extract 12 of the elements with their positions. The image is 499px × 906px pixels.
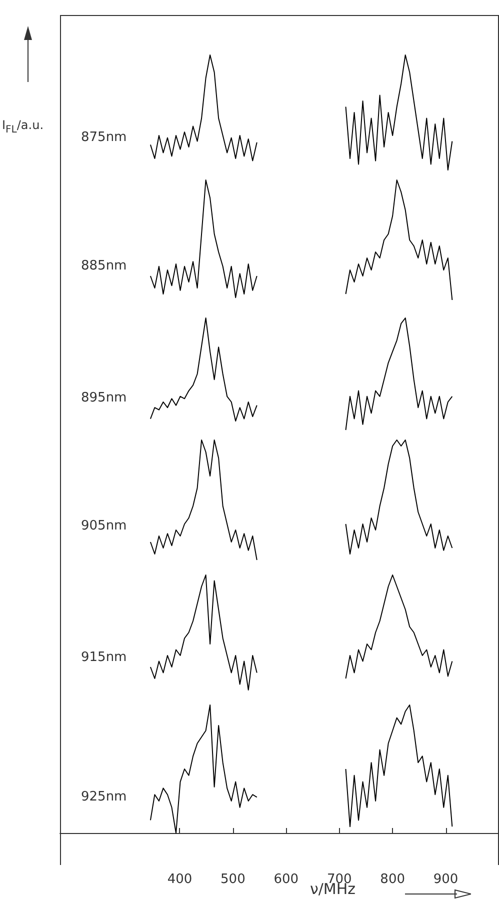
x-tick-label: 900 xyxy=(433,872,458,887)
x-tick-label: 500 xyxy=(220,872,246,887)
annotation: 915nm xyxy=(81,650,127,665)
annotation: 895nm xyxy=(81,390,127,406)
x-tick-label: 800 xyxy=(380,872,405,887)
y-axis-title: I$_{FL}$/a.u. xyxy=(2,118,44,136)
annotation: 885nm xyxy=(81,258,127,274)
annotation: 875nm xyxy=(81,130,127,145)
x-tick-label: 600 xyxy=(274,872,299,887)
annotation: 905nm xyxy=(81,518,127,534)
x-tick-label: 400 xyxy=(167,872,192,887)
annotation: 925nm xyxy=(81,790,127,804)
